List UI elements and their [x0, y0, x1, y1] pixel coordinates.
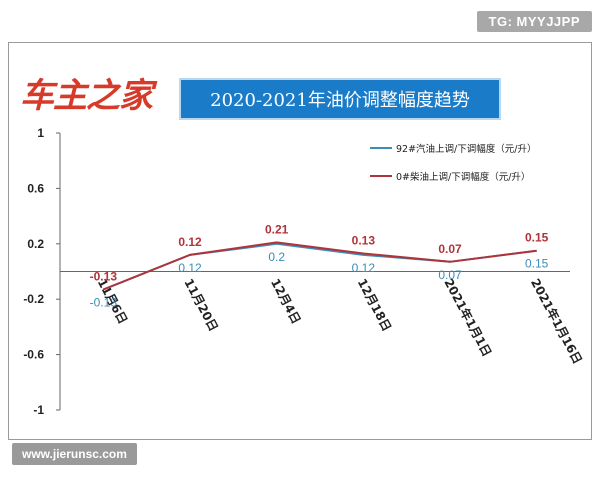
legend-label-diesel: 0#柴油上调/下调幅度（元/升）	[396, 171, 530, 183]
data-label-diesel: 0.12	[178, 235, 202, 249]
x-tick-label: 2021年1月1日	[441, 276, 495, 359]
data-label-gasoline: 0.07	[438, 268, 462, 282]
y-tick-label: -0.6	[23, 348, 44, 362]
x-tick-label: 12月18日	[355, 276, 394, 333]
series-line-gasoline	[102, 242, 537, 291]
legend: 92#汽油上调/下调幅度（元/升） 0#柴油上调/下调幅度（元/升）	[370, 143, 536, 183]
data-label-diesel: 0.13	[352, 233, 376, 247]
watermark-site: www.jierunsc.com	[12, 443, 137, 465]
data-label-gasoline: -0.13	[90, 296, 118, 310]
y-tick-label: 0.2	[27, 237, 44, 251]
watermark-tg: TG: MYYJJPP	[476, 11, 592, 32]
data-label-gasoline: 0.2	[268, 250, 285, 264]
y-tick-label: 1	[37, 126, 44, 140]
x-tick-label: 11月20日	[181, 276, 220, 333]
logo: 车主之家	[20, 76, 153, 116]
data-label-gasoline: 0.12	[178, 261, 202, 275]
y-tick-labels: 1 0.6 0.2 -0.2 -0.6 -1	[23, 126, 44, 417]
data-label-diesel: 0.21	[265, 222, 289, 236]
y-tick-label: -0.2	[23, 292, 44, 306]
y-tick-label: -1	[33, 403, 44, 417]
axes	[56, 132, 570, 411]
x-tick-label: 2021年1月16日	[528, 276, 586, 366]
data-label-gasoline: 0.15	[525, 257, 549, 271]
x-tick-labels: 11月6日 11月20日 12月4日 12月18日 2021年1月1日 2021年1月16…	[95, 276, 586, 366]
data-label-diesel: 0.07	[438, 242, 462, 256]
y-tick-label: 0.6	[27, 181, 44, 195]
series-lines	[102, 241, 537, 291]
data-label-gasoline: 0.12	[352, 261, 376, 275]
data-label-diesel: -0.13	[90, 270, 118, 284]
x-tick-label: 12月4日	[268, 276, 303, 326]
data-labels: -0.13 0.12 0.21 0.13 0.07 0.15 -0.13 0.12 0.2 0.1…	[90, 222, 549, 309]
chart-title: 2020-2021年油价调整幅度趋势	[179, 78, 501, 120]
legend-label-gasoline: 92#汽油上调/下调幅度（元/升）	[396, 143, 536, 155]
series-line-diesel	[102, 241, 537, 291]
data-label-diesel: 0.15	[525, 231, 549, 245]
